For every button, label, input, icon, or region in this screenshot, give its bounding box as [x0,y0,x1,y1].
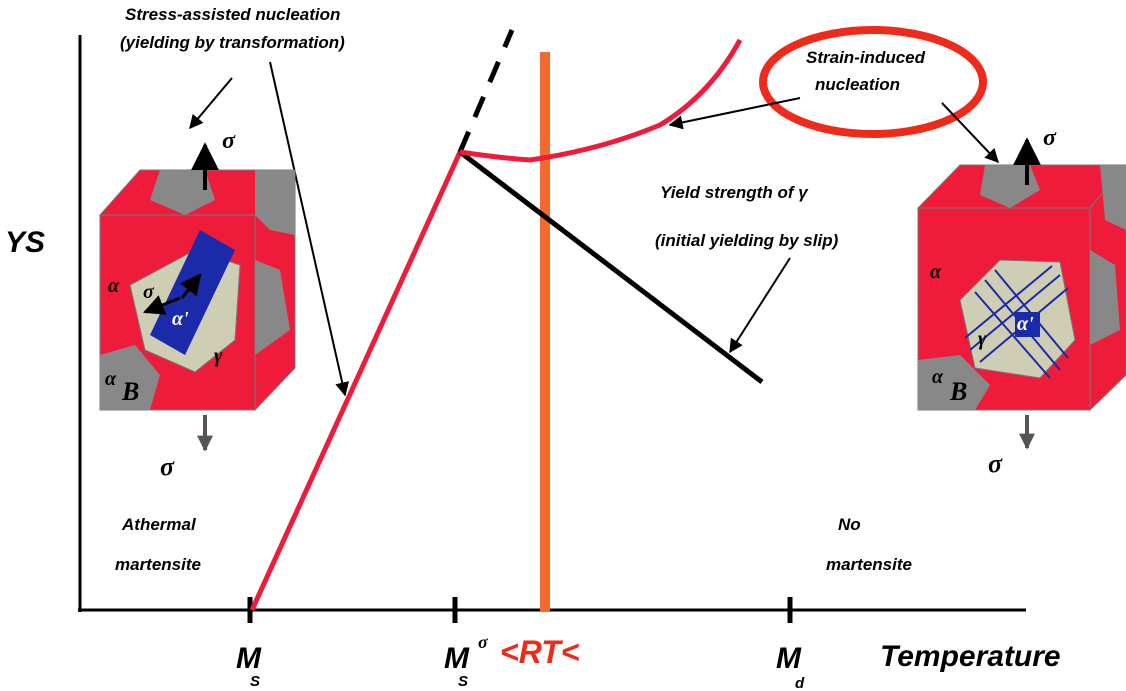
annotation: No [838,515,861,534]
tick-subscript: S [250,673,260,690]
axes [78,35,1026,623]
annotation: martensite [826,555,912,574]
yield-line [458,150,764,384]
sigma-top: σ [1043,125,1057,151]
alpha-b: α [105,368,117,390]
gamma: γ [978,328,987,350]
alpha-b: α [932,366,944,388]
rt-label: <RT< [500,634,579,670]
annotation: (initial yielding by slip) [655,231,839,250]
rt-line [540,52,550,612]
tick-subscript: d [795,675,805,691]
y-axis-label: YS [5,226,45,259]
alpha-prime: α' [1017,313,1034,335]
annotation: Strain-induced [806,48,926,67]
x-axis-label: Temperature [880,640,1061,673]
dashed-extension [457,29,515,153]
sigma-inner: σ [143,281,155,303]
highlight-ellipse [759,26,987,138]
sigma-bottom: σ [988,449,1003,478]
alpha: α [930,261,942,283]
alpha: α [108,275,120,297]
stress-assisted-line [249,150,463,612]
annotation: Yield strength of γ [660,183,809,202]
annotation: (yielding by transformation) [120,33,345,52]
b-label: B [949,377,967,406]
annotation: Athermal [121,515,197,534]
right-cube: σ σ α α B α' γ [916,125,1126,478]
tick-subscript: S [458,673,468,690]
gamma: γ [214,345,223,367]
b-label: B [121,377,139,406]
annotation: martensite [115,555,201,574]
annotation: nucleation [815,75,900,94]
annotation: Stress-assisted nucleation [125,5,340,24]
tick-label: M [444,642,470,675]
tick-label: M [776,642,802,675]
arrows [189,61,999,397]
sigma-bottom: σ [160,452,175,481]
tick-label: M [236,642,262,675]
left-cube: σ σ α α B α' τ σ γ [98,128,297,481]
tau: τ [190,273,200,295]
strain-induced-curve [459,38,743,163]
tick-superscript: σ [478,632,489,652]
alpha-prime: α' [172,308,189,330]
sigma-top: σ [222,128,236,154]
